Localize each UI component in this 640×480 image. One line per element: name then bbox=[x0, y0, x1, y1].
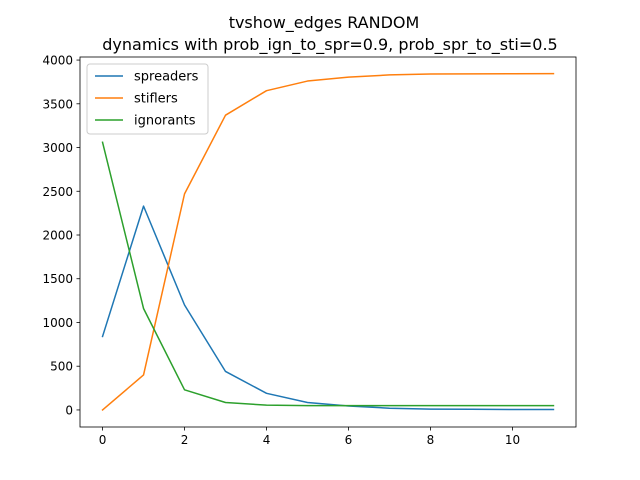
y-tick-label: 3000 bbox=[42, 141, 73, 155]
legend-label-spreaders: spreaders bbox=[134, 70, 199, 85]
series-line-spreaders bbox=[101, 205, 555, 411]
legend-label-stiflers: stiflers bbox=[134, 92, 178, 107]
legend-label-ignorants: ignorants bbox=[134, 114, 196, 129]
x-tick-label: 2 bbox=[181, 433, 189, 447]
y-tick-label: 1000 bbox=[42, 316, 73, 330]
y-tick-label: 4000 bbox=[42, 54, 73, 68]
legend-box bbox=[86, 63, 209, 135]
x-tick-label: 10 bbox=[505, 433, 520, 447]
x-tick-label: 6 bbox=[345, 433, 353, 447]
chart-subtitle: dynamics with prob_ign_to_spr=0.9, prob_… bbox=[102, 35, 557, 55]
y-tick-label: 2000 bbox=[42, 229, 73, 243]
x-tick-label: 0 bbox=[99, 433, 107, 447]
plot-area: 0 2 4 6 8 10 0 500 1000 1500 2000 2500 3000 3500 4000 s… bbox=[42, 54, 577, 447]
y-tick-label: 0 bbox=[65, 403, 73, 417]
x-tick-label: 4 bbox=[263, 433, 271, 447]
y-tick-label: 2500 bbox=[42, 185, 73, 199]
series-line-stiflers bbox=[101, 72, 555, 411]
series-line-ignorants bbox=[101, 141, 555, 407]
y-tick-label: 500 bbox=[50, 360, 73, 374]
y-tick-label: 3500 bbox=[42, 97, 73, 111]
chart-title: tvshow_edges RANDOM bbox=[229, 13, 420, 33]
x-tick-label: 8 bbox=[427, 433, 435, 447]
y-tick-label: 1500 bbox=[42, 272, 73, 286]
axes-frame bbox=[79, 56, 577, 428]
